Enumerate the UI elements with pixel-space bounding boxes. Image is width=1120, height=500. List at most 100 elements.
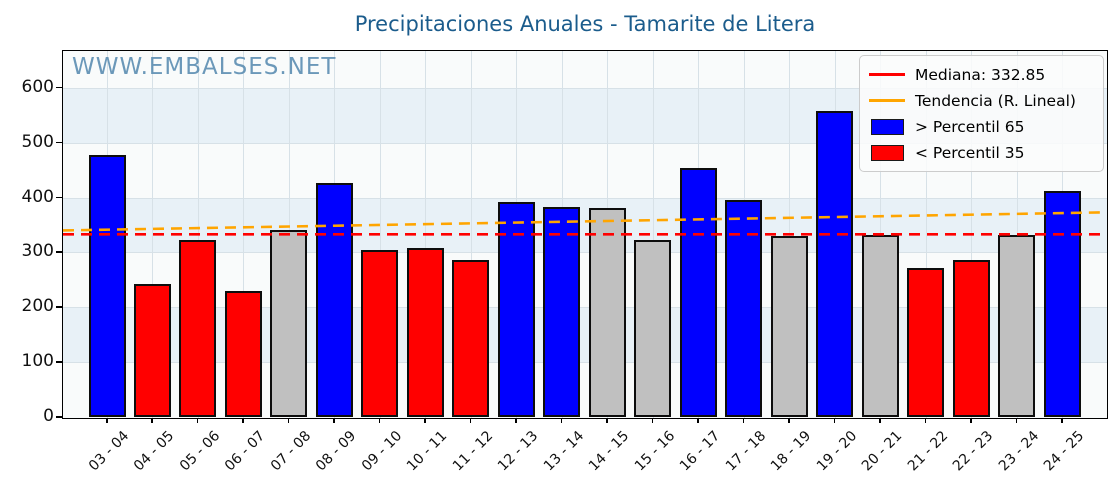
y-tick-label: 600	[21, 76, 54, 97]
x-tick-label: 17 - 18	[722, 428, 769, 475]
x-tick-label: 07 - 08	[267, 428, 315, 475]
y-tick-mark	[56, 361, 62, 363]
v-gridline	[152, 51, 154, 418]
bar-09-10	[361, 249, 399, 417]
y-tick-label: 200	[21, 296, 54, 317]
bar-22-23	[952, 260, 990, 417]
legend-label-p65: > Percentil 65	[915, 117, 1025, 136]
x-tick-label: 03 - 04	[85, 428, 133, 475]
h-gridline	[63, 142, 1107, 144]
legend-row-p65: > Percentil 65	[868, 116, 1093, 137]
x-tick-label: 10 - 11	[404, 428, 451, 475]
legend-row-median: Mediana: 332.85	[868, 64, 1093, 85]
bar-21-22	[907, 267, 945, 417]
h-gridline	[63, 252, 1107, 254]
x-tick-mark	[924, 417, 927, 423]
bar-10-11	[406, 247, 444, 417]
v-gridline	[925, 51, 927, 418]
x-tick-mark	[378, 417, 381, 423]
x-tick-mark	[879, 417, 881, 423]
x-tick-mark	[606, 417, 608, 423]
x-tick-label: 12 - 13	[495, 428, 542, 475]
h-gridline	[63, 307, 1107, 309]
background-band	[63, 197, 1107, 253]
bar-20-21	[861, 235, 899, 417]
y-tick-mark	[56, 251, 62, 253]
x-tick-label: 19 - 20	[813, 428, 860, 475]
bar-08-09	[315, 183, 353, 417]
x-tick-mark	[833, 417, 836, 423]
x-tick-mark	[742, 417, 745, 423]
bar-11-12	[452, 259, 490, 417]
x-tick-mark	[788, 417, 790, 423]
x-tick-label: 20 - 21	[859, 428, 906, 475]
y-tick-mark	[56, 306, 62, 308]
legend-label-trend: Tendencia (R. Lineal)	[915, 91, 1076, 110]
x-tick-mark	[469, 417, 472, 423]
bar-19-20	[816, 111, 854, 417]
x-tick-mark	[106, 417, 108, 423]
x-tick-label: 18 - 19	[768, 428, 815, 475]
h-gridline	[63, 197, 1107, 199]
plot-area: WWW.EMBALSES.NET Mediana: 332.85 Tendenc…	[62, 50, 1108, 419]
x-tick-mark	[424, 417, 426, 423]
bar-06-07	[224, 290, 262, 417]
chart-title: Precipitaciones Anuales - Tamarite de Li…	[354, 12, 816, 36]
x-tick-label: 08 - 09	[313, 428, 360, 475]
bar-24-25	[1043, 191, 1081, 417]
watermark: WWW.EMBALSES.NET	[72, 54, 337, 80]
legend-row-p35: < Percentil 35	[868, 142, 1093, 163]
v-gridline	[652, 51, 654, 418]
x-tick-label: 23 - 24	[995, 428, 1042, 475]
x-tick-label: 15 - 16	[631, 428, 679, 475]
y-tick-mark	[56, 86, 62, 89]
x-tick-mark	[697, 417, 699, 423]
x-tick-label: 22 - 23	[949, 428, 997, 475]
p65-swatch-icon	[868, 118, 906, 135]
legend-label-p35: < Percentil 35	[915, 143, 1025, 162]
y-tick-mark	[56, 141, 62, 144]
bar-03-04	[88, 154, 126, 417]
bar-18-19	[770, 235, 808, 417]
x-tick-label: 21 - 22	[904, 428, 951, 475]
x-tick-mark	[196, 417, 199, 423]
x-tick-mark	[242, 417, 244, 423]
x-tick-label: 09 - 10	[358, 428, 406, 475]
h-gridline	[63, 87, 1107, 89]
x-tick-label: 14 - 15	[586, 428, 633, 475]
y-tick-label: 100	[21, 351, 54, 372]
x-tick-mark	[287, 417, 290, 423]
trend-dash-icon	[868, 99, 906, 102]
x-tick-mark	[333, 417, 335, 423]
y-tick-mark	[56, 196, 62, 198]
x-tick-label: 16 - 17	[677, 428, 724, 475]
bar-04-05	[133, 284, 171, 417]
reference-lines	[63, 211, 1106, 236]
legend-row-trend: Tendencia (R. Lineal)	[868, 90, 1093, 111]
x-tick-mark	[651, 417, 654, 423]
trend-line	[63, 211, 1106, 232]
x-tick-mark	[1061, 417, 1063, 423]
y-tick-label: 400	[21, 186, 54, 207]
x-tick-label: 05 - 06	[176, 428, 224, 475]
y-tick-label: 300	[21, 241, 54, 262]
v-gridline	[470, 51, 472, 418]
x-tick-label: 11 - 12	[449, 428, 497, 475]
h-gridline	[63, 362, 1107, 364]
x-tick-mark	[515, 417, 517, 423]
bar-14-15	[588, 207, 626, 417]
bar-23-24	[998, 235, 1036, 417]
x-tick-mark	[1015, 417, 1018, 423]
x-tick-label: 06 - 07	[222, 428, 269, 475]
bar-17-18	[725, 199, 763, 417]
x-tick-mark	[560, 417, 563, 423]
bar-07-08	[270, 229, 308, 417]
x-tick-label: 04 - 05	[131, 428, 178, 475]
x-tick-label: 13 - 14	[540, 428, 588, 475]
x-tick-mark	[970, 417, 972, 423]
bar-15-16	[634, 239, 672, 417]
legend: Mediana: 332.85 Tendencia (R. Lineal) > …	[859, 55, 1104, 172]
x-tick-label: 24 - 25	[1040, 428, 1088, 475]
bar-05-06	[179, 239, 217, 417]
